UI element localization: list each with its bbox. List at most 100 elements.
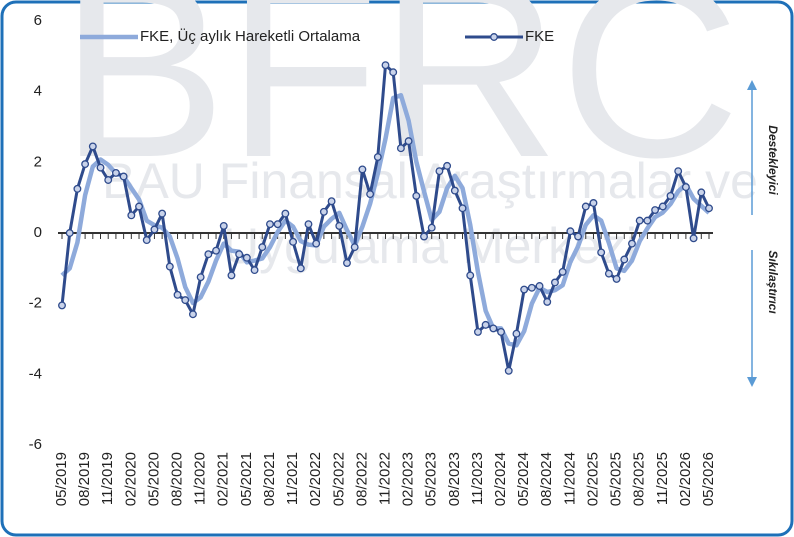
x-tick-label: 05/2022 — [330, 452, 347, 506]
point — [435, 167, 444, 176]
x-tick-label: 02/2026 — [677, 452, 694, 506]
point — [242, 253, 251, 262]
x-tick-label: 02/2021 — [215, 452, 232, 506]
y-tick-label: 0 — [34, 224, 42, 241]
point — [250, 266, 259, 275]
point — [188, 310, 197, 319]
x-tick-label: 05/2026 — [700, 452, 717, 506]
point — [119, 172, 128, 181]
x-tick-label: 02/2022 — [307, 452, 324, 506]
point — [266, 220, 274, 229]
point — [135, 202, 143, 211]
point — [312, 239, 321, 248]
point — [111, 168, 120, 177]
point — [235, 250, 244, 259]
point — [104, 176, 113, 184]
point — [158, 209, 167, 218]
point — [612, 274, 621, 283]
x-tick-label: 08/2020 — [169, 452, 186, 506]
x-tick-label: 08/2024 — [538, 452, 555, 506]
point — [258, 243, 267, 252]
point — [658, 202, 667, 211]
x-tick-label: 05/2024 — [515, 452, 532, 506]
point — [473, 327, 482, 336]
point — [581, 202, 590, 211]
x-tick-label: 02/2025 — [584, 452, 601, 506]
point — [450, 186, 459, 195]
x-tick-label: 11/2020 — [192, 452, 209, 505]
point — [219, 221, 228, 230]
point — [65, 229, 74, 237]
point — [527, 283, 536, 292]
point — [142, 236, 151, 245]
point — [227, 271, 236, 280]
point — [558, 267, 567, 276]
point — [427, 223, 436, 232]
legend-label: FKE, Üç aylık Hareketli Ortalama — [140, 27, 361, 45]
point — [443, 161, 452, 170]
point — [358, 165, 367, 174]
y-tick-label: -4 — [29, 365, 42, 382]
x-tick-label: 05/2021 — [238, 452, 255, 506]
point — [289, 237, 298, 246]
annotation: Sıkılaştırıcı — [766, 250, 780, 314]
point — [181, 296, 190, 305]
y-tick-label: -6 — [29, 436, 42, 453]
point — [304, 220, 313, 229]
point — [273, 220, 282, 229]
point — [697, 188, 706, 197]
x-tick-label: 11/2024 — [561, 452, 578, 505]
x-tick-label: 02/2024 — [492, 452, 509, 506]
point — [212, 246, 220, 255]
point — [643, 216, 652, 225]
point — [404, 137, 413, 146]
point — [520, 285, 529, 294]
point — [204, 250, 213, 259]
point — [489, 324, 498, 333]
legend-marker — [490, 33, 498, 41]
point — [666, 191, 675, 200]
point — [412, 191, 421, 200]
point — [705, 204, 713, 213]
point — [281, 209, 290, 218]
point — [535, 282, 544, 290]
point — [497, 327, 505, 336]
point — [597, 248, 606, 257]
point — [96, 163, 105, 172]
point — [373, 153, 382, 161]
point — [327, 197, 336, 206]
point — [366, 190, 375, 199]
series-line — [60, 92, 711, 348]
annotation: Destekleyici — [766, 125, 780, 195]
y-tick-label: -2 — [29, 295, 42, 312]
x-tick-label: 11/2025 — [654, 452, 671, 505]
x-tick-label: 02/2023 — [400, 452, 417, 506]
point — [620, 255, 629, 264]
x-tick-label: 05/2019 — [53, 452, 70, 506]
x-tick-label: 02/2020 — [122, 452, 139, 506]
point — [150, 225, 159, 234]
point — [381, 61, 390, 70]
point — [635, 216, 644, 225]
point — [481, 320, 490, 329]
point — [504, 366, 513, 375]
point — [389, 68, 398, 77]
point — [566, 227, 575, 236]
point — [589, 199, 598, 207]
x-tick-label: 05/2025 — [608, 452, 625, 506]
point — [396, 144, 405, 153]
point — [81, 160, 90, 169]
x-tick-label: 11/2021 — [284, 452, 301, 505]
point — [350, 243, 359, 252]
point — [420, 232, 428, 241]
x-tick-label: 08/2019 — [76, 452, 93, 506]
point — [127, 211, 136, 220]
point — [73, 184, 82, 193]
point — [689, 234, 698, 243]
point — [196, 273, 205, 282]
point — [165, 262, 174, 271]
x-tick-label: 08/2021 — [261, 452, 278, 506]
point — [604, 269, 613, 278]
point — [296, 264, 305, 273]
